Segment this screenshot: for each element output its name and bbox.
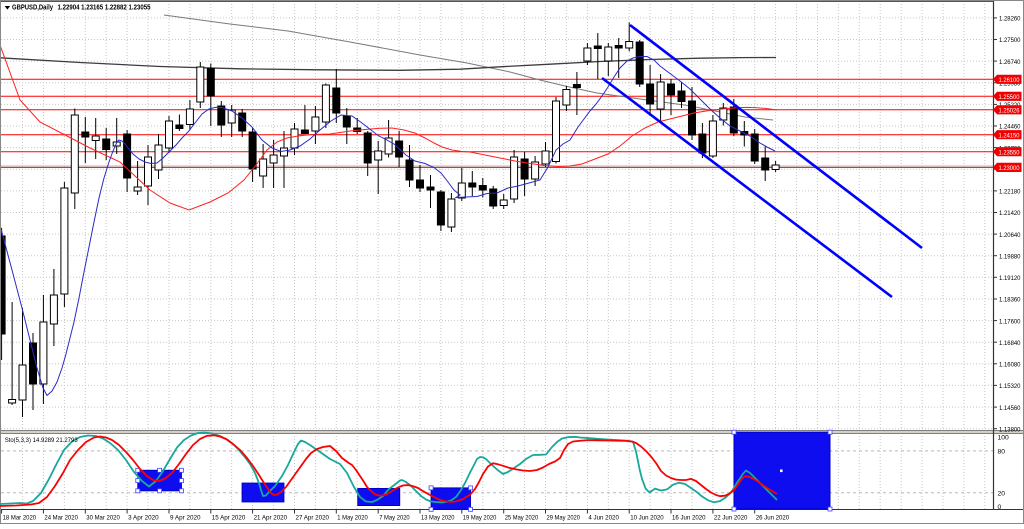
svg-text:4 Jun 2020: 4 Jun 2020 xyxy=(588,515,619,522)
svg-text:24 Mar 2020: 24 Mar 2020 xyxy=(44,515,78,522)
svg-text:1.23550: 1.23550 xyxy=(999,149,1020,156)
svg-text:1.18360: 1.18360 xyxy=(999,297,1021,304)
svg-text:16 Jun 2020: 16 Jun 2020 xyxy=(672,515,706,522)
svg-text:1.16840: 1.16840 xyxy=(999,340,1021,347)
svg-text:1.26740: 1.26740 xyxy=(999,59,1021,66)
svg-text:1.27500: 1.27500 xyxy=(999,37,1021,44)
svg-text:25 May 2020: 25 May 2020 xyxy=(505,515,539,522)
svg-text:15 Apr 2020: 15 Apr 2020 xyxy=(212,515,246,522)
svg-text:10 Jun 2020: 10 Jun 2020 xyxy=(630,515,664,522)
svg-text:1 May 2020: 1 May 2020 xyxy=(337,515,368,522)
svg-text:100: 100 xyxy=(998,435,1009,442)
svg-text:3 Apr 2020: 3 Apr 2020 xyxy=(128,515,159,522)
svg-text:30 Mar 2020: 30 Mar 2020 xyxy=(86,515,120,522)
svg-text:1.19120: 1.19120 xyxy=(999,275,1021,282)
svg-text:1.19880: 1.19880 xyxy=(999,253,1021,260)
svg-text:1.13800: 1.13800 xyxy=(999,426,1021,433)
svg-text:1.25980: 1.25980 xyxy=(999,81,1021,88)
svg-text:1.25500: 1.25500 xyxy=(999,94,1020,101)
svg-text:22 Jun 2020: 22 Jun 2020 xyxy=(714,515,748,522)
svg-text:Sto(5,3,3) 14.9289 21.2793: Sto(5,3,3) 14.9289 21.2793 xyxy=(5,437,78,444)
svg-text:20: 20 xyxy=(998,490,1006,497)
svg-text:GBPUSD,Daily: GBPUSD,Daily xyxy=(12,5,53,12)
svg-text:19 May 2020: 19 May 2020 xyxy=(463,515,497,522)
svg-text:1.24460: 1.24460 xyxy=(999,124,1021,131)
svg-text:1.28260: 1.28260 xyxy=(999,16,1021,23)
svg-text:1.23000: 1.23000 xyxy=(999,165,1020,172)
svg-text:18 Mar 2020: 18 Mar 2020 xyxy=(3,515,37,522)
svg-text:7 May 2020: 7 May 2020 xyxy=(379,515,410,522)
svg-text:1.26100: 1.26100 xyxy=(999,77,1020,84)
svg-text:13 May 2020: 13 May 2020 xyxy=(421,515,455,522)
svg-text:9 Apr 2020: 9 Apr 2020 xyxy=(170,515,201,522)
svg-text:1.25026: 1.25026 xyxy=(999,108,1020,115)
svg-text:1.14560: 1.14560 xyxy=(999,405,1021,412)
svg-text:1.20640: 1.20640 xyxy=(999,232,1021,239)
svg-text:1.15320: 1.15320 xyxy=(999,383,1021,390)
svg-text:1.22180: 1.22180 xyxy=(999,189,1021,196)
svg-text:1.16080: 1.16080 xyxy=(999,362,1021,369)
svg-text:1.22904 1.23165 1.22882 1.2305: 1.22904 1.23165 1.22882 1.23055 xyxy=(58,5,151,12)
svg-text:1.17600: 1.17600 xyxy=(999,318,1021,325)
svg-text:80: 80 xyxy=(998,449,1006,456)
svg-text:29 May 2020: 29 May 2020 xyxy=(547,515,581,522)
svg-text:1.24150: 1.24150 xyxy=(999,132,1020,139)
svg-text:21 Apr 2020: 21 Apr 2020 xyxy=(254,515,288,522)
svg-text:26 Jun 2020: 26 Jun 2020 xyxy=(756,515,790,522)
svg-text:0: 0 xyxy=(998,504,1002,511)
svg-text:27 Apr 2020: 27 Apr 2020 xyxy=(296,515,330,522)
svg-text:1.21420: 1.21420 xyxy=(999,210,1021,217)
